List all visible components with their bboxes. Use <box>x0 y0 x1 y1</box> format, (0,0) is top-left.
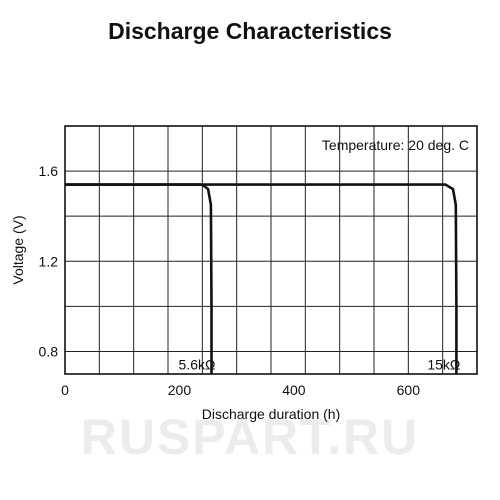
grid-lines <box>65 126 477 374</box>
x-tick-label: 200 <box>168 382 192 398</box>
x-axis-label: Discharge duration (h) <box>202 406 341 422</box>
x-tick-label: 0 <box>61 382 69 398</box>
series-label: 5.6kΩ <box>179 356 216 372</box>
y-tick-label: 1.6 <box>39 163 59 179</box>
chart-title: Discharge Characteristics <box>108 18 392 44</box>
series-label: 15kΩ <box>427 356 460 372</box>
series-line <box>65 183 213 374</box>
x-tick-label: 600 <box>397 382 421 398</box>
series-lines: 5.6kΩ 15kΩ <box>65 183 460 374</box>
y-tick-label: 1.2 <box>39 253 59 269</box>
watermark-text: RUSPART.RU <box>80 409 420 465</box>
tick-labels: 0 200 400 600 0.8 1.2 1.6 <box>39 163 421 398</box>
series-line <box>65 183 458 374</box>
y-tick-label: 0.8 <box>39 343 59 359</box>
temperature-annotation: Temperature: 20 deg. C <box>322 137 469 153</box>
x-tick-label: 400 <box>282 382 306 398</box>
plot-frame <box>64 125 478 375</box>
y-axis-label: Voltage (V) <box>10 215 26 284</box>
